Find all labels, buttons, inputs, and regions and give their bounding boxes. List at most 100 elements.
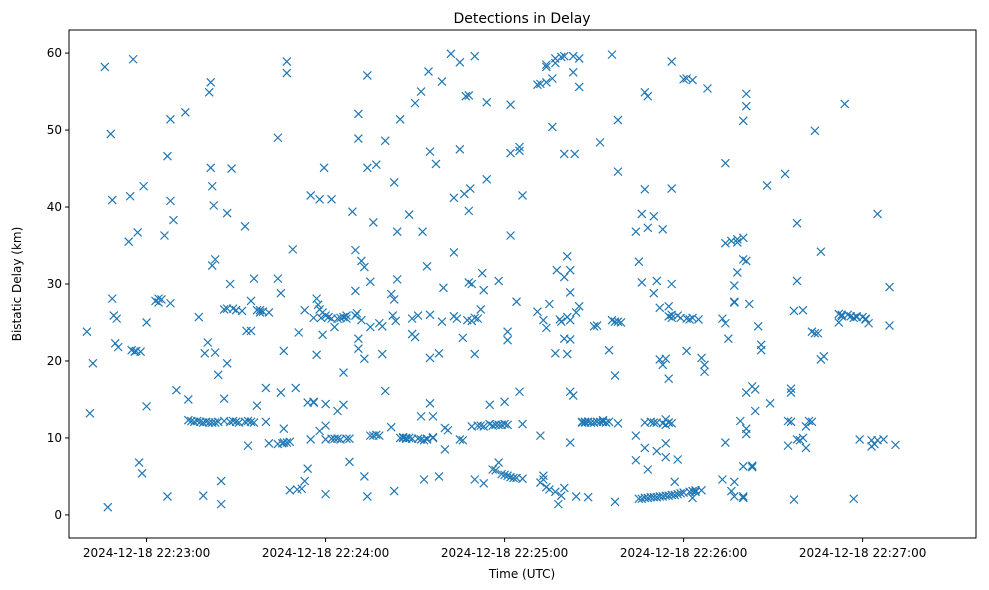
data-point-marker bbox=[613, 167, 623, 177]
data-point-marker bbox=[413, 434, 423, 444]
data-point-marker bbox=[425, 398, 435, 408]
data-point-marker bbox=[225, 279, 235, 289]
data-point-marker bbox=[494, 458, 504, 467]
data-point-marker bbox=[392, 227, 402, 237]
data-point-marker bbox=[380, 386, 390, 396]
plot-area bbox=[69, 30, 976, 538]
data-point-marker bbox=[720, 238, 730, 248]
data-point-marker bbox=[137, 468, 147, 478]
data-point-marker bbox=[807, 417, 817, 427]
data-point-marker bbox=[637, 209, 647, 219]
data-point-marker bbox=[667, 184, 677, 193]
data-point-marker bbox=[300, 305, 310, 315]
data-point-marker bbox=[720, 158, 730, 168]
data-point-marker bbox=[732, 238, 742, 247]
data-point-marker bbox=[464, 206, 474, 216]
data-point-marker bbox=[834, 318, 844, 327]
data-point-marker bbox=[434, 348, 444, 358]
data-point-marker bbox=[673, 489, 683, 499]
data-point-marker bbox=[157, 294, 166, 304]
data-point-marker bbox=[491, 465, 501, 475]
data-point-marker bbox=[544, 485, 554, 494]
data-point-marker bbox=[345, 457, 354, 467]
data-point-marker bbox=[465, 184, 475, 193]
data-point-marker bbox=[342, 434, 351, 444]
data-point-marker bbox=[792, 276, 802, 286]
data-point-marker bbox=[424, 67, 433, 76]
data-point-marker bbox=[849, 494, 859, 504]
data-point-marker bbox=[634, 257, 644, 267]
data-point-marker bbox=[209, 201, 219, 210]
data-point-marker bbox=[610, 371, 620, 381]
data-point-marker bbox=[319, 163, 329, 173]
data-point-marker bbox=[550, 348, 560, 358]
data-point-marker bbox=[649, 211, 659, 221]
data-point-marker bbox=[219, 394, 229, 404]
data-point-marker bbox=[810, 328, 820, 338]
data-point-marker bbox=[449, 248, 459, 257]
data-point-marker bbox=[100, 62, 110, 72]
data-point-marker bbox=[410, 98, 420, 108]
data-point-marker bbox=[873, 209, 882, 219]
data-point-marker bbox=[541, 60, 551, 70]
data-point-marker bbox=[631, 227, 641, 237]
data-point-marker bbox=[518, 419, 527, 429]
data-point-marker bbox=[565, 265, 575, 275]
data-point-marker bbox=[276, 388, 286, 397]
data-point-marker bbox=[371, 160, 381, 170]
data-point-marker bbox=[243, 441, 253, 451]
data-point-marker bbox=[107, 294, 117, 304]
data-point-marker bbox=[228, 416, 238, 426]
data-point-marker bbox=[163, 151, 172, 161]
data-point-marker bbox=[246, 296, 256, 306]
data-point-marker bbox=[362, 492, 372, 501]
data-point-marker bbox=[792, 435, 802, 444]
data-point-marker bbox=[110, 338, 120, 348]
data-point-marker bbox=[631, 455, 641, 465]
data-point-marker bbox=[404, 210, 414, 220]
data-point-marker bbox=[640, 184, 650, 194]
data-point-marker bbox=[688, 493, 697, 503]
data-point-marker bbox=[574, 82, 584, 92]
data-point-marker bbox=[171, 385, 181, 395]
data-point-marker bbox=[747, 462, 757, 472]
data-point-marker bbox=[565, 315, 575, 325]
data-point-marker bbox=[550, 487, 560, 497]
x-tick-label: 2024-12-18 22:23:00 bbox=[83, 546, 210, 560]
data-point-marker bbox=[789, 495, 799, 504]
data-point-marker bbox=[377, 349, 387, 359]
data-point-marker bbox=[200, 348, 210, 358]
data-point-marker bbox=[562, 251, 572, 261]
data-point-marker bbox=[604, 417, 614, 427]
data-point-marker bbox=[431, 159, 441, 169]
y-tick-label: 50 bbox=[47, 123, 62, 137]
data-point-marker bbox=[810, 126, 820, 136]
data-point-marker bbox=[506, 100, 515, 110]
data-point-marker bbox=[613, 115, 623, 125]
data-point-marker bbox=[538, 315, 548, 325]
data-point-marker bbox=[276, 288, 286, 298]
data-point-marker bbox=[855, 435, 865, 444]
data-point-marker bbox=[565, 334, 575, 344]
data-point-marker bbox=[804, 416, 814, 426]
data-point-marker bbox=[374, 431, 384, 441]
data-point-marker bbox=[125, 191, 135, 201]
data-point-marker bbox=[747, 461, 757, 471]
data-point-marker bbox=[601, 418, 611, 427]
plot-area-group bbox=[68, 29, 977, 539]
data-point-marker bbox=[535, 431, 545, 441]
y-tick-label: 20 bbox=[47, 354, 62, 368]
data-point-marker bbox=[744, 299, 754, 309]
data-point-marker bbox=[565, 288, 575, 297]
data-point-marker bbox=[547, 122, 557, 132]
data-point-marker bbox=[113, 342, 123, 352]
data-point-marker bbox=[440, 445, 450, 454]
data-point-marker bbox=[500, 470, 510, 480]
data-point-marker bbox=[658, 224, 668, 234]
data-point-marker bbox=[783, 416, 793, 426]
data-point-marker bbox=[482, 97, 492, 107]
data-point-marker bbox=[243, 416, 253, 426]
data-point-marker bbox=[667, 313, 677, 323]
data-point-marker bbox=[682, 346, 692, 356]
y-tick-label: 40 bbox=[47, 200, 62, 214]
